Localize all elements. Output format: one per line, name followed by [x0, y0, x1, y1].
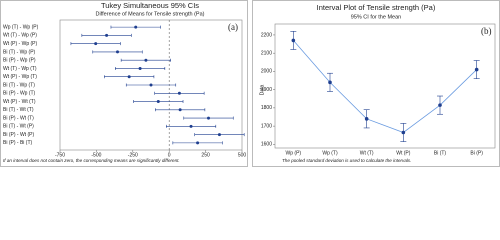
point — [189, 124, 193, 128]
point — [438, 103, 442, 107]
y-tick-label: Wt (T) - Wp (P) — [3, 33, 37, 39]
y-tick-label: 2100 — [261, 51, 272, 57]
panel-label: (a) — [228, 22, 238, 32]
plot-area — [59, 19, 243, 151]
y-tick-label: 2200 — [261, 32, 272, 38]
x-tick-label: Bi (T) — [434, 150, 447, 156]
chart-title: Interval Plot of Tensile strength (Pa) — [317, 3, 436, 12]
y-tick-label: Bi (P) - Wt (P) — [3, 132, 34, 138]
point — [178, 108, 182, 112]
plot-area — [274, 23, 496, 149]
point — [144, 58, 148, 62]
y-tick-label: Wt (T) - Wp (T) — [3, 66, 37, 72]
x-tick-label: 500 — [238, 152, 247, 158]
y-tick-label: Bi (P) - Bi (T) — [3, 140, 32, 146]
y-tick-label: Wt (P) - Wp (T) — [3, 74, 37, 80]
point — [149, 83, 153, 87]
x-tick-label: Wt (P) — [396, 150, 410, 156]
point — [116, 50, 120, 54]
point — [105, 33, 109, 37]
x-tick-label: Bi (P) — [470, 150, 483, 156]
point — [291, 38, 296, 43]
y-tick-label: Bi (T) - Wt (P) — [3, 124, 34, 130]
footnote: If an interval does not contain zero, th… — [3, 158, 180, 163]
chart-subtitle: 95% CI for the Mean — [351, 14, 401, 20]
point — [138, 66, 142, 70]
x-tick-label: Wp (T) — [322, 150, 338, 156]
point — [401, 130, 406, 135]
y-tick-label: 1600 — [261, 142, 272, 148]
x-tick-label: -750 — [55, 152, 65, 158]
y-tick-label: 2000 — [261, 69, 272, 75]
y-tick-label: Bi (P) - Wp (T) — [3, 91, 36, 97]
y-tick-label: 1800 — [261, 105, 272, 111]
x-tick-label: 250 — [201, 152, 210, 158]
y-tick-label: Wt (P) - Wp (P) — [3, 41, 37, 47]
y-tick-label: 1900 — [261, 87, 272, 93]
y-axis-label: Data — [259, 85, 265, 96]
point — [156, 100, 160, 104]
chart-subtitle: Difference of Means for Tensile strength… — [96, 11, 205, 17]
y-tick-label: 1700 — [261, 123, 272, 129]
mean-line — [293, 40, 477, 133]
point — [474, 67, 479, 72]
point — [207, 116, 211, 120]
point — [196, 141, 200, 145]
panel-label: (b) — [481, 26, 492, 36]
point — [94, 42, 98, 46]
point — [177, 91, 181, 95]
y-tick-label: Bi (T) - Wp (T) — [3, 82, 35, 88]
x-tick-label: -500 — [91, 152, 101, 158]
point — [328, 80, 332, 85]
point — [217, 133, 221, 137]
point — [364, 117, 369, 121]
x-tick-label: 0 — [168, 152, 171, 158]
footnote: The pooled standard deviation is used to… — [282, 158, 411, 163]
x-tick-label: Wp (P) — [286, 150, 302, 156]
y-tick-label: Bi (T) - Wp (P) — [3, 49, 36, 55]
figure: Tukey Simultaneous 95% CIs Difference of… — [0, 0, 500, 167]
x-tick-label: -250 — [128, 152, 138, 158]
y-tick-label: Bi (P) - Wt (T) — [3, 115, 34, 121]
panel-b — [252, 0, 500, 167]
y-tick-label: Wt (P) - Wt (T) — [3, 99, 36, 105]
y-tick-label: Bi (T) - Wt (T) — [3, 107, 34, 113]
point — [127, 75, 131, 79]
x-tick-label: Wt (T) — [360, 150, 374, 156]
y-tick-label: Wp (T) - Wp (P) — [3, 24, 39, 30]
y-tick-label: Bi (P) - Wp (P) — [3, 58, 36, 64]
panel-a — [0, 0, 248, 167]
point — [134, 25, 138, 29]
chart-title: Tukey Simultaneous 95% CIs — [101, 1, 199, 10]
